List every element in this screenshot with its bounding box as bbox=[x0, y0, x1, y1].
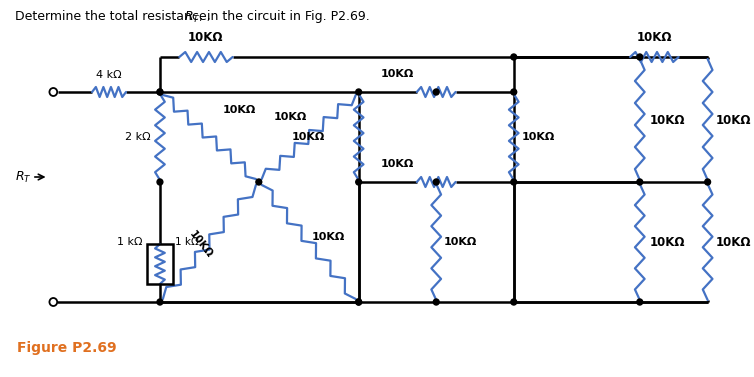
Circle shape bbox=[434, 89, 439, 95]
Circle shape bbox=[356, 299, 362, 305]
Text: 10KΩ: 10KΩ bbox=[312, 232, 345, 242]
Text: 1 kΩ: 1 kΩ bbox=[117, 237, 143, 247]
Text: 1 kΩ: 1 kΩ bbox=[176, 237, 199, 247]
Bar bbox=[147, 244, 173, 284]
Circle shape bbox=[511, 54, 516, 60]
Circle shape bbox=[356, 89, 362, 95]
Circle shape bbox=[511, 179, 516, 185]
Circle shape bbox=[434, 179, 439, 185]
Circle shape bbox=[434, 299, 439, 305]
Text: Determine the total resistance,: Determine the total resistance, bbox=[14, 10, 214, 23]
Circle shape bbox=[637, 299, 642, 305]
Text: 10KΩ: 10KΩ bbox=[292, 132, 325, 142]
Circle shape bbox=[356, 299, 362, 305]
Circle shape bbox=[511, 89, 516, 95]
Text: 10KΩ: 10KΩ bbox=[274, 112, 307, 122]
Text: 10KΩ: 10KΩ bbox=[381, 159, 414, 169]
Text: 10KΩ: 10KΩ bbox=[636, 31, 672, 44]
Circle shape bbox=[157, 299, 163, 305]
Text: 10KΩ: 10KΩ bbox=[381, 69, 414, 79]
Circle shape bbox=[511, 299, 516, 305]
Text: 2 kΩ: 2 kΩ bbox=[124, 132, 150, 142]
Text: $R_T$: $R_T$ bbox=[184, 10, 201, 25]
Text: 10KΩ: 10KΩ bbox=[444, 237, 477, 247]
Circle shape bbox=[157, 179, 163, 185]
Text: 10KΩ: 10KΩ bbox=[649, 236, 685, 248]
Text: 10KΩ: 10KΩ bbox=[188, 31, 223, 44]
Text: 10KΩ: 10KΩ bbox=[716, 236, 751, 248]
Circle shape bbox=[705, 179, 710, 185]
Circle shape bbox=[637, 179, 642, 185]
Circle shape bbox=[157, 89, 163, 95]
Text: Figure P2.69: Figure P2.69 bbox=[17, 341, 117, 355]
Text: $R_T$: $R_T$ bbox=[14, 169, 31, 185]
Circle shape bbox=[356, 179, 362, 185]
Text: 4 kΩ: 4 kΩ bbox=[96, 70, 121, 80]
Text: 10KΩ: 10KΩ bbox=[187, 228, 214, 259]
Circle shape bbox=[256, 179, 262, 185]
Text: , in the circuit in Fig. P2.69.: , in the circuit in Fig. P2.69. bbox=[199, 10, 369, 23]
Text: 10KΩ: 10KΩ bbox=[223, 105, 256, 115]
Text: 10KΩ: 10KΩ bbox=[522, 132, 555, 142]
Text: 10KΩ: 10KΩ bbox=[716, 113, 751, 127]
Text: 10KΩ: 10KΩ bbox=[649, 113, 685, 127]
Circle shape bbox=[157, 89, 163, 95]
Circle shape bbox=[637, 54, 642, 60]
